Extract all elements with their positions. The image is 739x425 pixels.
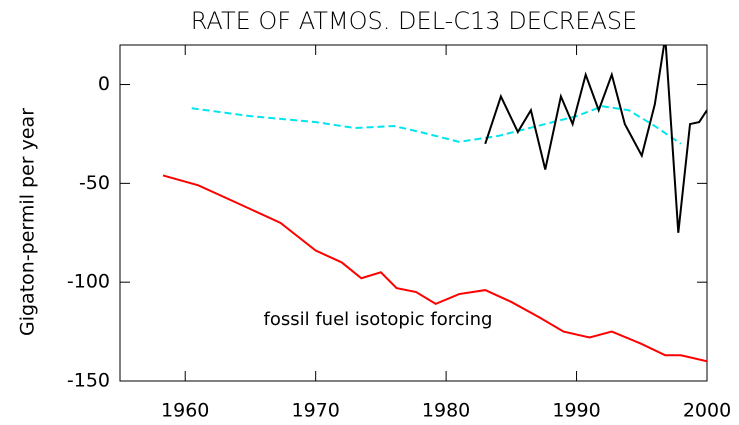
y-tick-label: -50 xyxy=(79,172,110,194)
y-axis-label: Gigaton-permil per year xyxy=(17,108,39,336)
y-tick-label: -100 xyxy=(67,271,110,293)
annotation: fossil fuel isotopic forcing xyxy=(264,309,493,330)
line-series xyxy=(191,105,682,145)
x-tick-label: 2000 xyxy=(683,400,731,422)
x-tick-label: 1990 xyxy=(552,400,600,422)
plot-frame xyxy=(119,44,708,382)
line-series xyxy=(162,174,707,363)
chart-title: RATE OF ATMOS. DEL-C13 DECREASE xyxy=(191,7,638,35)
y-tick-label: -150 xyxy=(67,370,110,392)
x-tick-label: 1980 xyxy=(422,400,470,422)
x-tick-label: 1970 xyxy=(291,400,339,422)
line-series xyxy=(484,45,707,233)
x-tick-label: 1960 xyxy=(161,400,209,422)
y-tick-label: 0 xyxy=(98,73,110,95)
